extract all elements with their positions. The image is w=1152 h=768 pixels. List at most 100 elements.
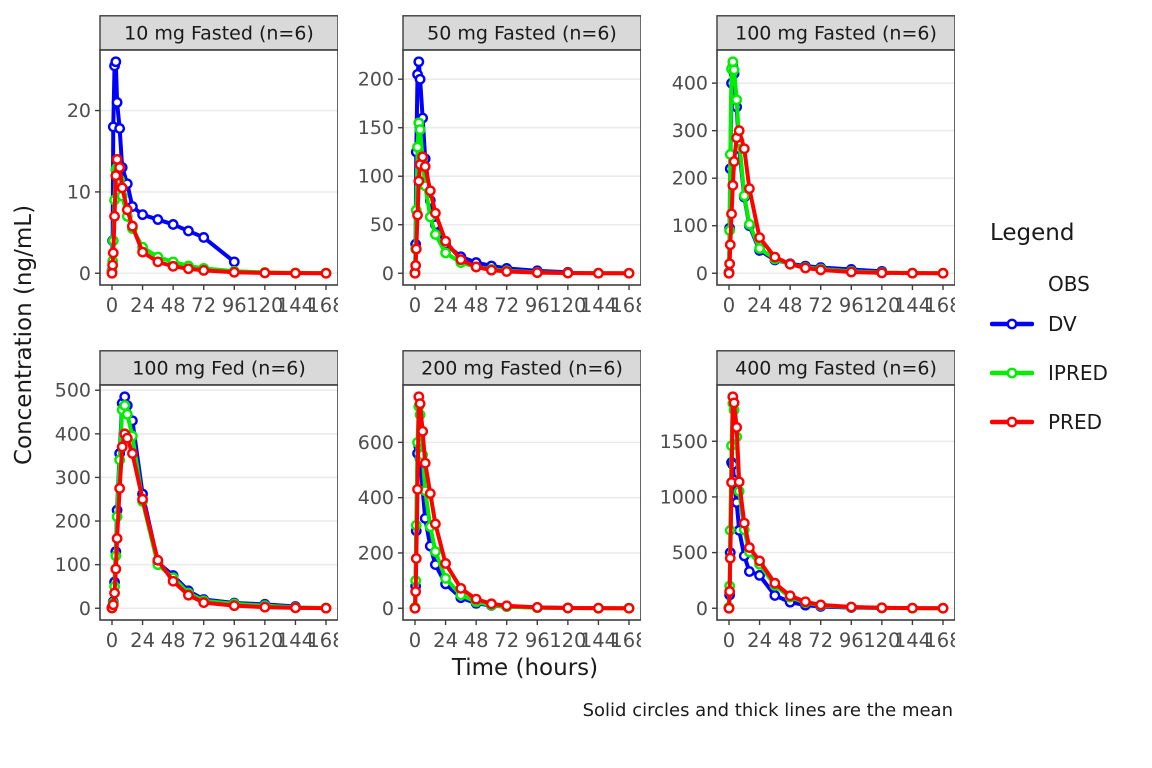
y-tick-label: 0 [382, 263, 394, 285]
data-point-marker [109, 587, 120, 599]
x-tick-label: 24 [130, 294, 155, 317]
x-tick-label: 120 [863, 629, 900, 652]
data-point-marker [412, 483, 423, 495]
y-tick-label: 200 [672, 168, 708, 190]
x-axis-title: Time (hours) [451, 655, 599, 681]
x-tick-label: 72 [494, 294, 519, 317]
data-point-marker [109, 210, 120, 222]
data-point-marker [410, 553, 422, 564]
legend-entry-ipred: IPRED [990, 361, 1150, 385]
data-point-marker [412, 141, 423, 153]
data-point-marker [198, 232, 210, 243]
facet-strip-label: 200 mg Fasted (n=6) [421, 358, 623, 380]
x-tick-label: 168 [307, 294, 338, 317]
legend-entry-label: IPRED [1048, 361, 1108, 385]
data-point-marker [183, 263, 194, 275]
y-tick-label: 1500 [660, 431, 708, 453]
x-tick-label: 96 [839, 294, 864, 317]
panel-border [99, 384, 338, 621]
x-tick-label: 24 [747, 629, 772, 652]
data-point-marker [126, 448, 138, 459]
y-tick-label: 0 [79, 263, 91, 285]
data-point-marker [593, 267, 604, 279]
mean-line [110, 59, 237, 273]
x-tick-label: 72 [808, 629, 833, 652]
data-point-marker [119, 391, 131, 403]
data-point-marker [152, 214, 164, 225]
data-point-marker [110, 56, 122, 68]
facet-strip-label: 10 mg Fasted (n=6) [124, 23, 314, 45]
data-point-marker [228, 256, 240, 268]
x-tick-label: 120 [549, 629, 586, 652]
data-point-marker [414, 73, 426, 85]
data-point-marker [501, 600, 513, 612]
panel-border [716, 384, 955, 621]
facet-strip-label: 100 mg Fed (n=6) [132, 358, 305, 380]
data-point-marker [815, 264, 827, 276]
data-point-marker [486, 598, 497, 610]
x-tick-label: 0 [106, 294, 118, 317]
data-point-marker [114, 162, 126, 173]
data-point-marker [723, 602, 735, 614]
y-tick-label: 10 [67, 181, 91, 203]
y-axis-title: Concentration (ng/mL) [11, 204, 37, 466]
data-point-marker [728, 397, 740, 409]
data-point-marker [290, 602, 301, 614]
data-point-marker [743, 566, 755, 577]
data-point-marker [769, 251, 781, 263]
series-dv [106, 56, 240, 277]
data-point-marker [486, 264, 497, 276]
data-point-marker [116, 441, 128, 453]
x-tick-label: 48 [161, 294, 186, 317]
data-point-marker [114, 123, 126, 134]
data-point-marker [417, 425, 429, 437]
data-point-marker [562, 602, 574, 614]
x-tick-label: 72 [191, 629, 216, 652]
data-point-marker [531, 602, 543, 613]
data-point-marker [845, 266, 857, 278]
y-tick-label: 150 [358, 117, 394, 139]
data-point-marker [455, 582, 467, 594]
caption-text: Solid circles and thick lines are the me… [582, 700, 953, 721]
data-point-marker [724, 552, 736, 564]
data-point-marker [137, 246, 148, 258]
data-point-marker [419, 161, 431, 172]
legend-key-marker [1006, 318, 1018, 330]
x-tick-label: 144 [277, 294, 314, 317]
data-point-marker [412, 209, 423, 221]
data-point-marker [876, 602, 888, 614]
legend-title: Legend [990, 220, 1075, 246]
data-point-marker [137, 209, 148, 221]
data-point-marker [845, 601, 857, 613]
data-point-marker [623, 267, 635, 279]
x-tick-label: 24 [747, 294, 772, 317]
data-point-marker [111, 97, 123, 108]
data-point-marker [593, 602, 604, 614]
data-point-marker [114, 482, 126, 494]
facet-strip-label: 100 mg Fasted (n=6) [735, 23, 937, 45]
data-point-marker [470, 261, 482, 273]
facet-200mg-fasted: 200 mg Fasted (n=6) 0 200 400 600 0 24 48 72 96 12… [358, 350, 641, 652]
x-tick-label: 96 [525, 294, 550, 317]
data-point-marker [429, 546, 441, 557]
data-point-marker [726, 208, 737, 220]
pred-key-icon [990, 416, 1034, 428]
data-point-marker [754, 570, 765, 581]
data-point-marker [110, 170, 122, 182]
y-tick-label: 500 [672, 542, 708, 564]
x-tick-label: 24 [433, 629, 458, 652]
x-tick-label: 168 [924, 629, 955, 652]
data-point-marker [440, 572, 451, 584]
facet-400mg-fasted: 400 mg Fasted (n=6) 0 500 1000 1500 0 24 48 72 96… [660, 350, 955, 652]
x-tick-label: 0 [409, 629, 421, 652]
x-tick-label: 0 [723, 294, 735, 317]
y-tick-label: 400 [672, 73, 708, 95]
data-point-marker [320, 267, 332, 279]
data-point-marker [754, 243, 765, 254]
x-tick-label: 120 [863, 294, 900, 317]
data-point-marker [228, 266, 240, 278]
data-point-marker [414, 398, 426, 410]
x-tick-label: 120 [246, 294, 283, 317]
